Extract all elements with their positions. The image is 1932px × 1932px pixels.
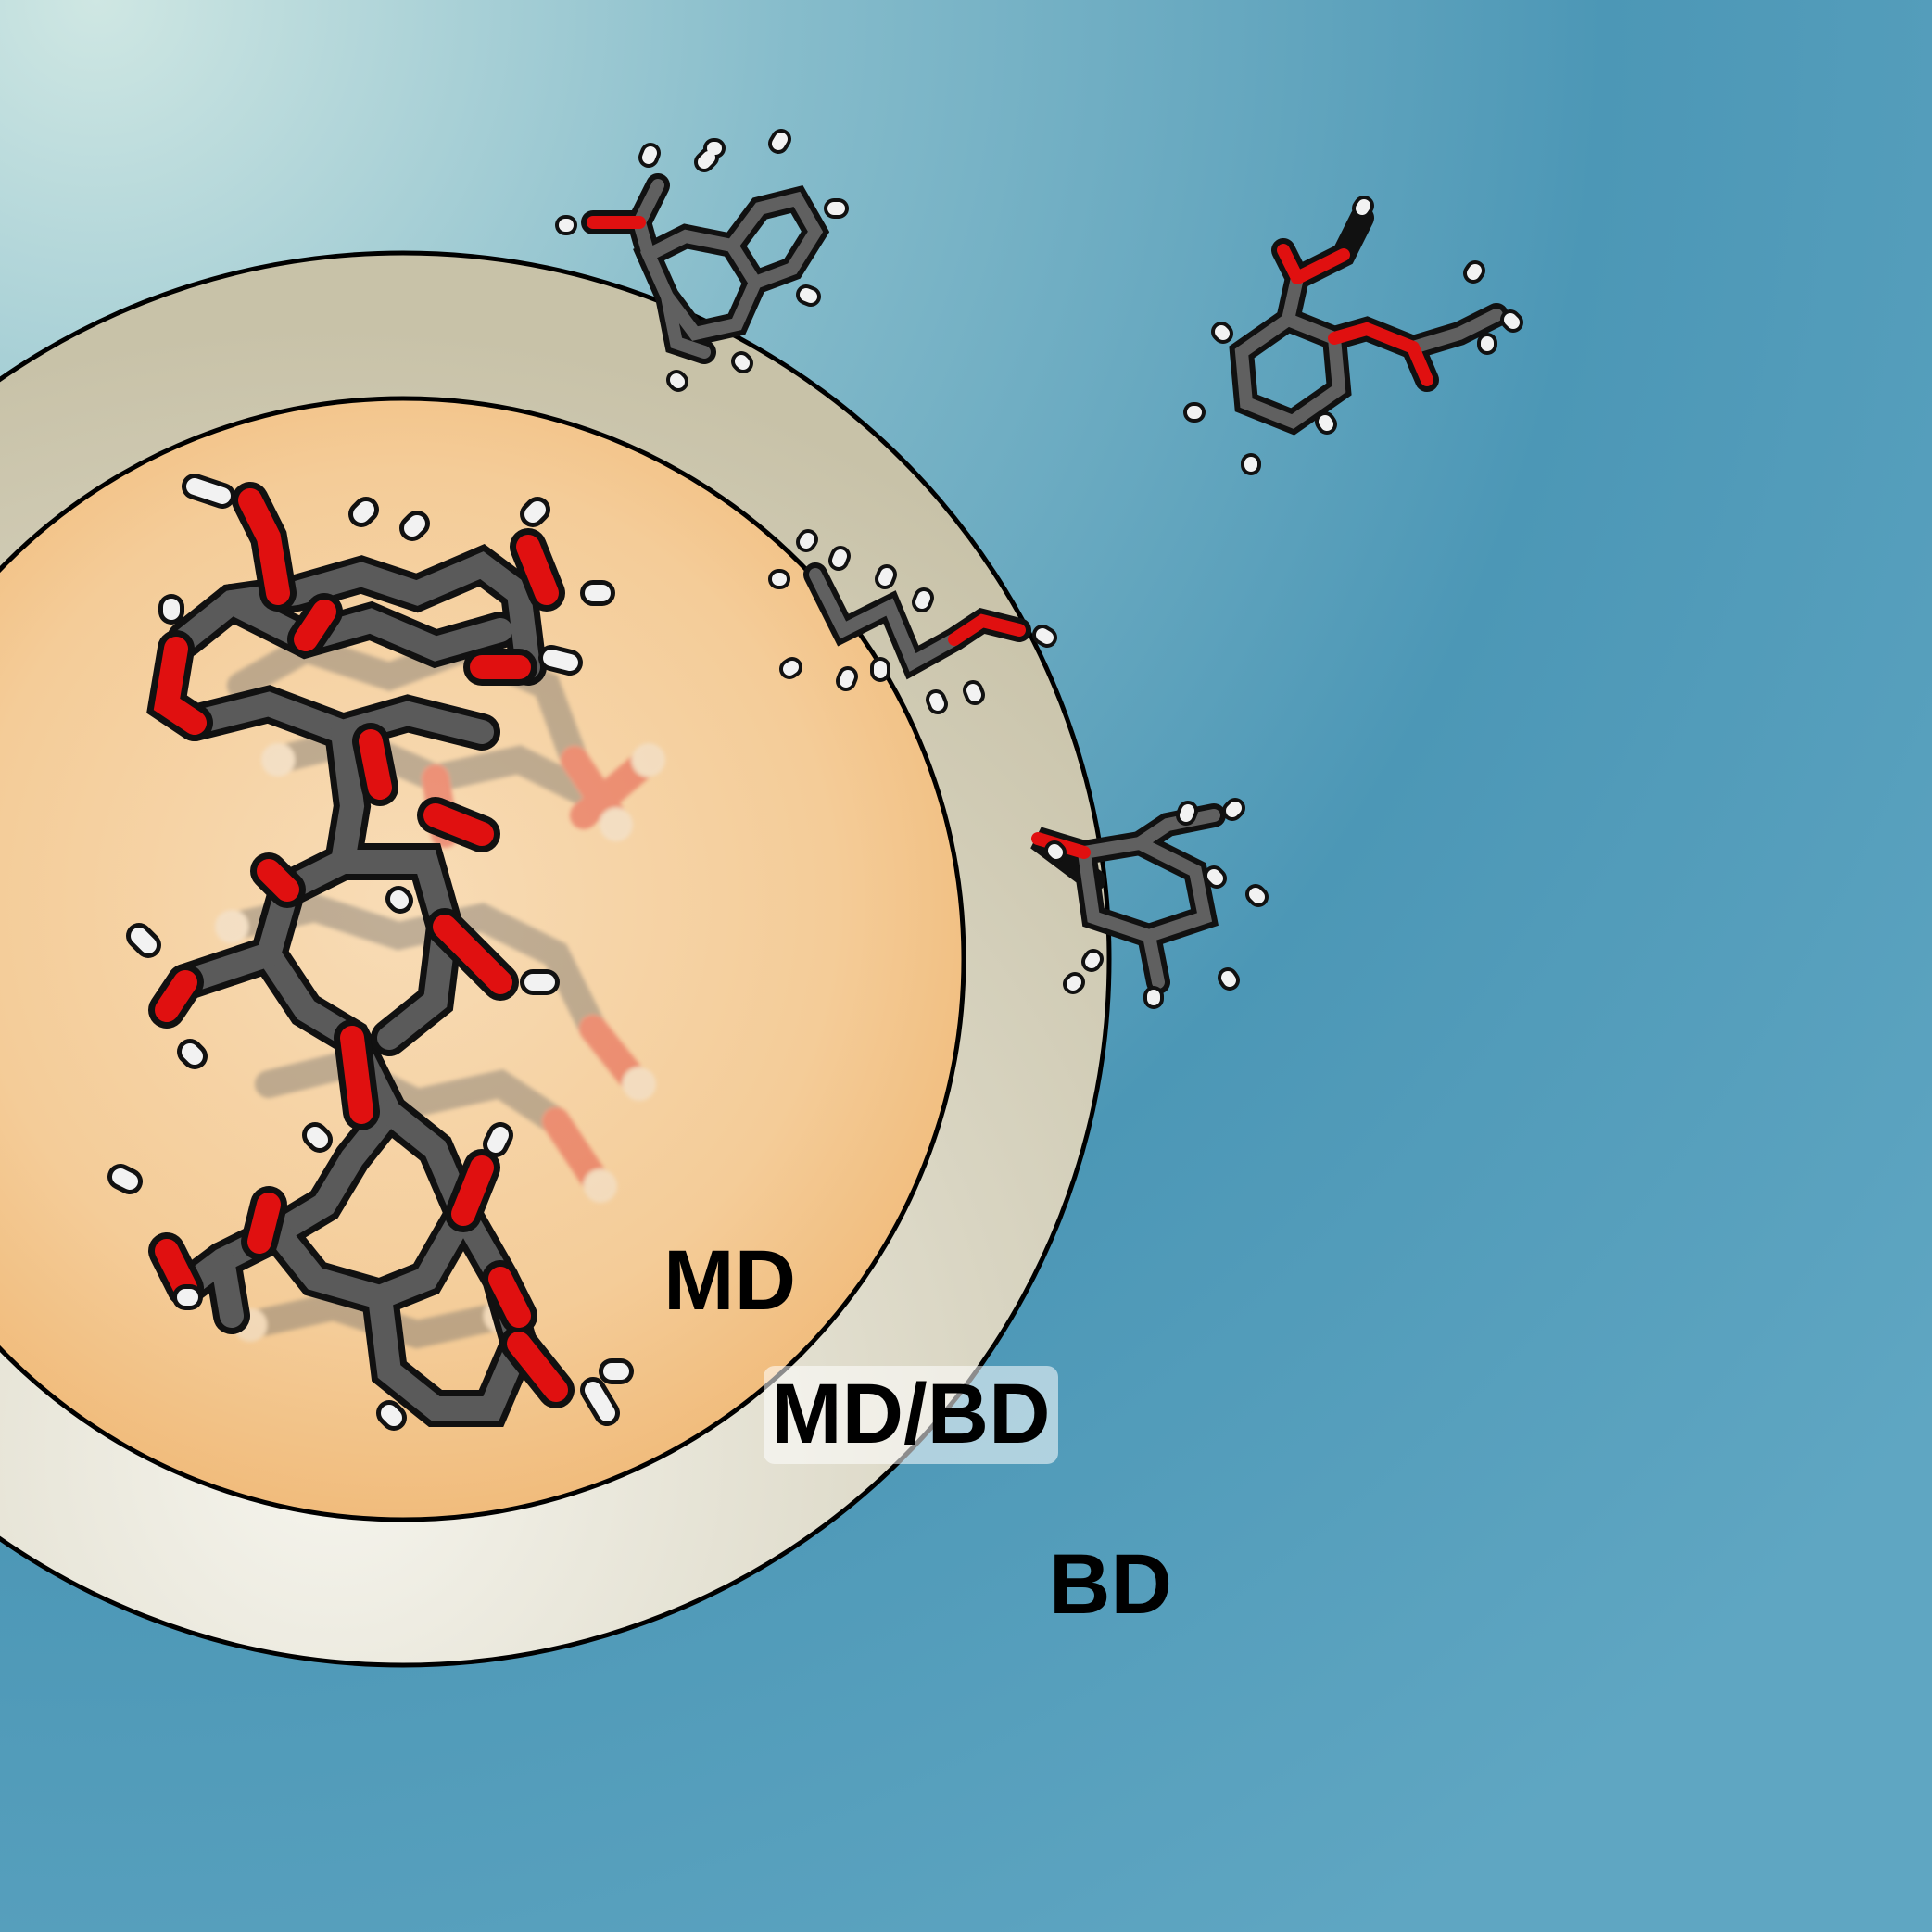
guest-molecule-icon — [555, 129, 849, 392]
bd-region-label: BD — [1049, 1537, 1172, 1632]
md-region-label: MD — [663, 1233, 797, 1328]
guest-molecule-icon — [1030, 798, 1269, 1009]
guest-molecule-icon — [1183, 196, 1523, 475]
cyclodextrin-molecule-icon — [107, 474, 634, 1431]
guest-molecule-icon — [768, 529, 1057, 714]
md-bd-region-label: MD/BD — [764, 1366, 1058, 1464]
